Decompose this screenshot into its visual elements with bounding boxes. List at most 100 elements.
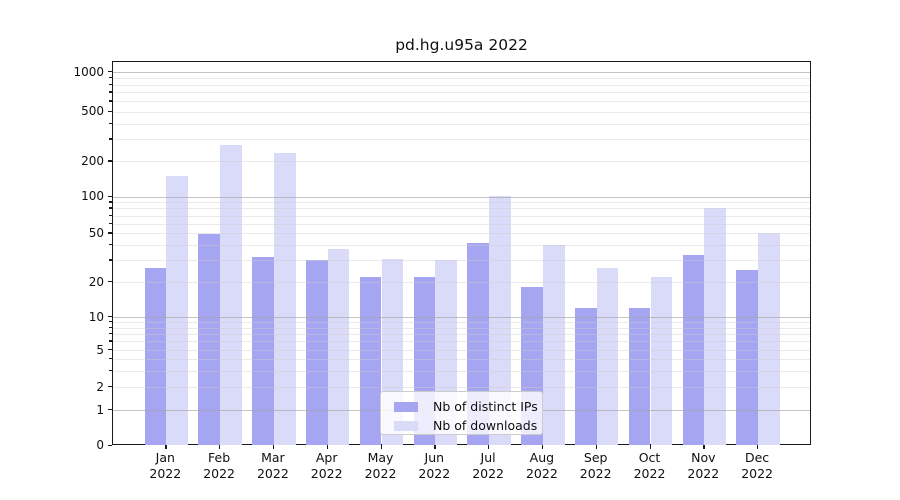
x-tick-label-jan: Jan 2022: [149, 450, 182, 481]
y-tick-label-10: 10: [88, 309, 104, 324]
x-tick-label-nov: Nov 2022: [687, 450, 720, 481]
y-tick-10: [107, 316, 112, 318]
x-tick-label-mar: Mar 2022: [256, 450, 289, 481]
y-minortick-50: [109, 232, 112, 234]
y-minortick-300: [109, 138, 112, 140]
x-tick-nov: [703, 445, 705, 450]
x-tick-mar: [272, 445, 275, 450]
y-minortick-20: [109, 281, 112, 283]
y-minortick-80: [109, 207, 112, 209]
bar-downloads-nov: [704, 208, 726, 446]
bar-ips-mar: [252, 257, 274, 446]
gridline-8: [113, 327, 810, 329]
bar-downloads-feb: [220, 145, 242, 446]
bars-layer: [113, 62, 810, 446]
gridline-20: [113, 282, 810, 283]
gridline-60: [113, 223, 810, 225]
x-tick-label-dec: Dec 2022: [741, 450, 773, 481]
gridline-50: [113, 233, 810, 235]
y-tick-label-0: 0: [96, 438, 104, 452]
y-minortick-800: [109, 83, 112, 86]
y-tick-label-20: 20: [88, 274, 104, 289]
x-tick-label-jul: Jul 2022: [472, 450, 504, 481]
bar-downloads-mar: [273, 152, 296, 446]
gridline-800: [113, 84, 810, 86]
y-tick-label-200: 200: [81, 153, 104, 168]
bar-downloads-jul: [489, 195, 511, 446]
bar-downloads-sep: [596, 268, 619, 446]
y-minortick-2: [109, 386, 112, 388]
y-tick-1000: [107, 71, 112, 73]
bar-ips-feb: [198, 234, 221, 446]
bar-ips-sep: [575, 307, 597, 446]
y-tick-label-2: 2: [96, 379, 104, 394]
legend-entry-downloads: Nb of downloads: [381, 416, 537, 435]
x-tick-jan: [165, 445, 167, 450]
bar-downloads-aug: [542, 245, 565, 446]
gridline-1000: [113, 72, 810, 73]
x-tick-jun: [434, 445, 436, 450]
x-tick-oct: [649, 445, 651, 450]
legend-swatch-downloads: [394, 420, 418, 431]
y-minortick-5: [109, 349, 112, 351]
y-minortick-400: [109, 122, 112, 125]
y-minortick-900: [109, 77, 112, 79]
gridline-900: [113, 78, 810, 80]
legend-swatch-ips: [394, 401, 418, 412]
plot-area: [112, 61, 811, 446]
gridline-80: [113, 208, 810, 210]
legend: Nb of distinct IPs Nb of downloads: [380, 391, 543, 435]
bar-ips-may: [359, 276, 382, 446]
legend-label-ips: Nb of distinct IPs: [433, 399, 538, 414]
x-tick-label-oct: Oct 2022: [633, 450, 666, 481]
y-minortick-500: [109, 110, 112, 112]
gridline-500: [113, 111, 810, 113]
bar-ips-nov: [682, 255, 705, 446]
gridline-30: [113, 260, 810, 262]
y-minortick-30: [109, 259, 112, 261]
y-minortick-600: [109, 100, 112, 102]
x-tick-jul: [488, 445, 490, 450]
gridline-90: [113, 202, 810, 204]
x-tick-may: [380, 445, 382, 450]
y-tick-1: [107, 409, 112, 411]
gridline-9: [113, 322, 810, 324]
gridline-700: [113, 92, 810, 94]
bar-ips-jan: [144, 268, 167, 446]
y-tick-label-1: 1: [96, 402, 104, 417]
x-tick-apr: [326, 445, 328, 450]
x-tick-label-feb: Feb 2022: [203, 450, 235, 481]
gridline-40: [113, 245, 810, 247]
gridline-2: [113, 387, 810, 388]
gridline-3: [113, 370, 810, 372]
y-minortick-90: [109, 201, 112, 203]
x-tick-aug: [541, 445, 544, 450]
y-minortick-60: [109, 222, 112, 224]
x-tick-label-sep: Sep 2022: [579, 450, 612, 481]
bar-ips-dec: [736, 270, 759, 446]
bar-downloads-oct: [650, 276, 673, 446]
y-minortick-6: [109, 340, 112, 342]
gridline-400: [113, 123, 810, 125]
y-minortick-200: [109, 160, 112, 162]
x-tick-feb: [219, 445, 221, 450]
legend-label-downloads: Nb of downloads: [433, 418, 538, 433]
x-tick-label-apr: Apr 2022: [310, 450, 343, 481]
y-minortick-40: [109, 244, 112, 246]
y-tick-label-5: 5: [96, 342, 104, 357]
gridline-4: [113, 359, 810, 360]
gridline-200: [113, 161, 810, 163]
legend-entry-distinct-ips: Nb of distinct IPs: [381, 397, 538, 416]
bar-downloads-jan: [166, 175, 188, 446]
gridline-100: [113, 196, 810, 198]
x-tick-label-aug: Aug 2022: [525, 450, 558, 481]
x-tick-sep: [595, 445, 597, 450]
gridline-10: [113, 317, 810, 318]
x-tick-label-jun: Jun 2022: [418, 450, 451, 481]
y-tick-label-50: 50: [88, 225, 104, 240]
x-tick-dec: [757, 445, 759, 450]
bar-ips-apr: [306, 260, 328, 446]
y-minortick-70: [109, 214, 112, 216]
